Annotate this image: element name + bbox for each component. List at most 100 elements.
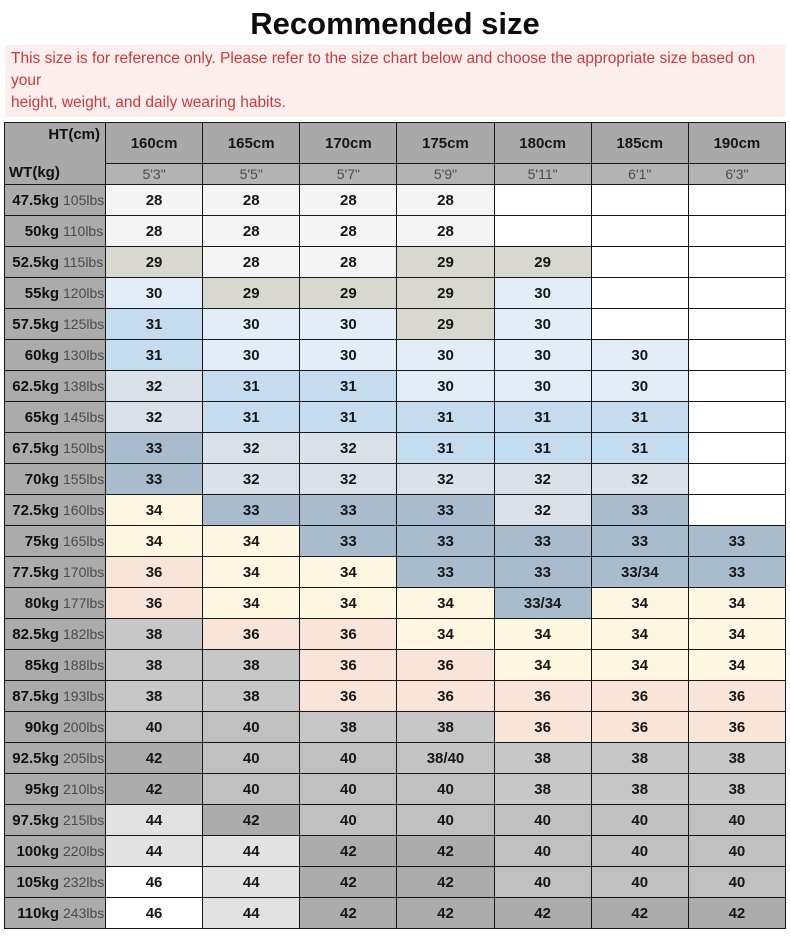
weight-lbs-label: 182lbs bbox=[63, 626, 105, 642]
size-cell: 32 bbox=[493, 463, 592, 495]
table-row: 52.5kg 115lbs 29 28 28 29 29 bbox=[4, 246, 787, 278]
height-header-cell: 170cm bbox=[299, 122, 398, 164]
weight-lbs-label: 243lbs bbox=[63, 905, 105, 921]
size-cell: 30 bbox=[493, 277, 592, 309]
weight-lbs-label: 215lbs bbox=[63, 812, 105, 828]
size-cell: 40 bbox=[590, 804, 689, 836]
size-cell: 38 bbox=[104, 618, 204, 650]
size-cell: 44 bbox=[202, 835, 301, 867]
weight-cell: 55kg 120lbs bbox=[4, 277, 106, 309]
weight-lbs-label: 205lbs bbox=[63, 750, 105, 766]
weight-kg-label: 92.5kg bbox=[12, 749, 59, 767]
weight-lbs-label: 188lbs bbox=[63, 657, 105, 673]
size-cell: 40 bbox=[396, 804, 495, 836]
size-cell: 42 bbox=[590, 897, 689, 929]
size-cell: 40 bbox=[202, 711, 301, 743]
size-cell: 36 bbox=[396, 680, 495, 712]
size-cell: 34 bbox=[590, 649, 689, 681]
size-cell: 32 bbox=[104, 401, 204, 433]
weight-label: 85kg 188lbs bbox=[6, 657, 105, 674]
weight-kg-label: 50kg bbox=[24, 222, 59, 240]
size-cell: 38 bbox=[590, 773, 689, 805]
weight-lbs-label: 170lbs bbox=[63, 564, 105, 580]
size-cell: 32 bbox=[104, 370, 204, 402]
weight-label: 80kg 177lbs bbox=[6, 595, 105, 612]
size-cell: 38/40 bbox=[396, 742, 495, 774]
weight-kg-label: 70kg bbox=[24, 470, 59, 488]
weight-kg-label: 75kg bbox=[24, 532, 59, 550]
size-cell: 38 bbox=[687, 773, 787, 805]
table-row: 97.5kg 215lbs 44 42 40 40 40 40 40 bbox=[4, 804, 787, 836]
size-cell: 46 bbox=[104, 897, 204, 929]
size-cell: 34 bbox=[104, 494, 204, 526]
size-cell: 34 bbox=[493, 618, 592, 650]
size-cell: 32 bbox=[202, 432, 301, 464]
size-cell: 30 bbox=[299, 339, 398, 371]
weight-lbs-label: 150lbs bbox=[63, 440, 105, 456]
size-cell: 30 bbox=[493, 339, 592, 371]
size-cell: 33 bbox=[590, 494, 689, 526]
size-cell: 38 bbox=[299, 711, 398, 743]
weight-label: 62.5kg 138lbs bbox=[6, 378, 105, 395]
weight-kg-label: 55kg bbox=[24, 284, 59, 302]
weight-lbs-label: 220lbs bbox=[63, 843, 105, 859]
size-cell: 34 bbox=[493, 649, 592, 681]
size-cell: 31 bbox=[202, 370, 301, 402]
weight-kg-label: 67.5kg bbox=[12, 439, 59, 457]
size-cell: 40 bbox=[687, 866, 787, 898]
size-cell: 29 bbox=[202, 277, 301, 309]
weight-kg-label: 60kg bbox=[24, 346, 59, 364]
size-cell: 33/34 bbox=[590, 556, 689, 588]
size-cell: 40 bbox=[590, 835, 689, 867]
size-cell: 28 bbox=[104, 215, 204, 247]
size-cell: 34 bbox=[590, 587, 689, 619]
weight-kg-label: 65kg bbox=[24, 408, 59, 426]
size-cell: 36 bbox=[687, 680, 787, 712]
size-cell: 31 bbox=[396, 401, 495, 433]
size-cell: 44 bbox=[202, 866, 301, 898]
weight-label: 95kg 210lbs bbox=[6, 781, 105, 798]
size-cell: 40 bbox=[299, 742, 398, 774]
weight-label: 55kg 120lbs bbox=[6, 284, 105, 302]
weight-label: 47.5kg 105lbs bbox=[6, 192, 105, 209]
weight-cell: 52.5kg 115lbs bbox=[4, 246, 106, 278]
size-cell: 40 bbox=[493, 835, 592, 867]
size-cell: 36 bbox=[299, 680, 398, 712]
size-cell: 40 bbox=[493, 804, 592, 836]
size-cell: 36 bbox=[202, 618, 301, 650]
size-cell: 34 bbox=[396, 618, 495, 650]
weight-cell: 60kg 130lbs bbox=[4, 339, 106, 371]
weight-label: 70kg 155lbs bbox=[6, 470, 105, 488]
weight-kg-label: 97.5kg bbox=[12, 811, 59, 829]
size-cell: 36 bbox=[493, 711, 592, 743]
weight-kg-label: 87.5kg bbox=[12, 687, 59, 705]
table-row: 62.5kg 138lbs 32 31 31 30 30 30 bbox=[4, 370, 787, 402]
size-cell: 30 bbox=[590, 339, 689, 371]
size-cell: 33 bbox=[396, 556, 495, 588]
empty-size-cell bbox=[493, 184, 592, 216]
empty-size-cell bbox=[590, 277, 689, 309]
weight-lbs-label: 115lbs bbox=[63, 254, 104, 270]
weight-lbs-label: 160lbs bbox=[63, 502, 105, 518]
size-cell: 38 bbox=[104, 649, 204, 681]
size-cell: 30 bbox=[104, 277, 204, 309]
size-cell: 44 bbox=[104, 835, 204, 867]
empty-size-cell bbox=[687, 463, 787, 495]
size-cell: 38 bbox=[396, 711, 495, 743]
table-row: 57.5kg 125lbs 31 30 30 29 30 bbox=[4, 308, 787, 340]
size-cell: 40 bbox=[104, 711, 204, 743]
size-cell: 30 bbox=[396, 339, 495, 371]
weight-kg-label: 90kg bbox=[24, 718, 59, 736]
size-cell: 38 bbox=[590, 742, 689, 774]
size-cell: 28 bbox=[396, 184, 495, 216]
size-cell: 40 bbox=[396, 773, 495, 805]
table-row: 50kg 110lbs 28 28 28 28 bbox=[4, 215, 787, 247]
size-cell: 31 bbox=[104, 308, 204, 340]
weight-label: 65kg 145lbs bbox=[6, 408, 105, 426]
table-row: 65kg 145lbs 32 31 31 31 31 31 bbox=[4, 401, 787, 433]
feet-header-cell: 5'11" bbox=[493, 163, 592, 185]
empty-size-cell bbox=[590, 215, 689, 247]
size-cell: 29 bbox=[104, 246, 204, 278]
weight-cell: 50kg 110lbs bbox=[4, 215, 106, 247]
size-cell: 40 bbox=[299, 804, 398, 836]
